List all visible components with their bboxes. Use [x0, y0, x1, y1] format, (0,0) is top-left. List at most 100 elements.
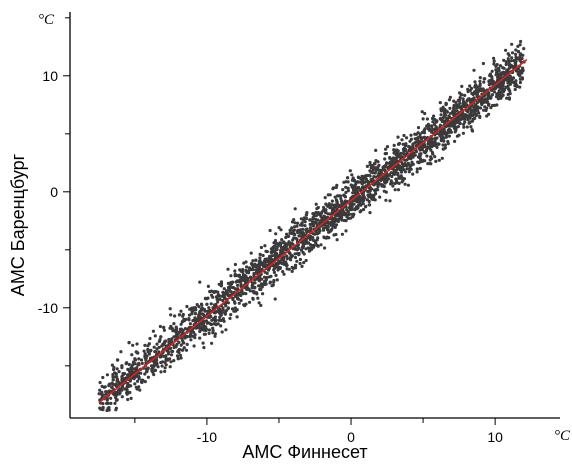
scatter-point [505, 96, 509, 100]
scatter-point [426, 162, 430, 166]
scatter-point [420, 110, 424, 114]
scatter-point [342, 193, 346, 197]
scatter-point [438, 117, 443, 121]
scatter-point [261, 263, 265, 267]
scatter-point [127, 391, 131, 395]
scatter-point [495, 70, 499, 74]
scatter-point [498, 64, 503, 68]
scatter-point [483, 77, 487, 81]
scatter-point [409, 155, 414, 159]
scatter-point [267, 268, 271, 272]
scatter-point [118, 387, 123, 391]
scatter-point [269, 250, 273, 254]
scatter-point [405, 164, 409, 168]
scatter-point [258, 277, 262, 281]
scatter-point [265, 275, 270, 279]
scatter-point [245, 270, 249, 274]
y-tick-label: 0 [50, 184, 58, 200]
scatter-point [299, 248, 303, 252]
scatter-point [462, 125, 466, 129]
scatter-point [228, 316, 232, 320]
scatter-point [395, 159, 399, 163]
scatter-point [522, 47, 526, 51]
scatter-point [472, 96, 476, 100]
scatter-point [441, 132, 445, 136]
scatter-point [141, 378, 145, 382]
scatter-point [466, 108, 470, 113]
scatter-point [500, 90, 504, 94]
y-axis-unit-label: °C [38, 12, 55, 28]
scatter-point [250, 286, 254, 290]
scatter-point [169, 324, 173, 329]
scatter-point [151, 329, 155, 333]
scatter-point [438, 133, 442, 138]
scatter-point [293, 207, 297, 211]
scatter-point [228, 285, 232, 289]
scatter-point [315, 243, 319, 247]
scatter-point [219, 313, 223, 317]
scatter-point [322, 208, 326, 212]
scatter-point [418, 166, 422, 171]
scatter-point [374, 148, 378, 152]
scatter-point [149, 364, 154, 368]
scatter-point [143, 380, 147, 384]
scatter-point [514, 55, 518, 60]
scatter-point [329, 228, 333, 232]
scatter-point [134, 350, 138, 354]
scatter-point [325, 204, 329, 208]
scatter-point [330, 203, 334, 207]
scatter-point [389, 163, 394, 167]
scatter-point [185, 304, 189, 309]
scatter-point [293, 221, 297, 225]
scatter-point [110, 385, 114, 389]
scatter-point [329, 221, 334, 225]
scatter-point [237, 273, 241, 277]
scatter-point [233, 262, 237, 267]
scatter-point [341, 208, 345, 212]
scatter-point [298, 257, 302, 262]
scatter-point [214, 323, 218, 327]
scatter-point [360, 180, 364, 184]
plot-area [97, 39, 526, 413]
scatter-point [320, 216, 324, 221]
scatter-point [162, 325, 166, 330]
scatter-point [294, 236, 298, 240]
scatter-point [188, 307, 192, 311]
scatter-point [411, 172, 415, 176]
scatter-point [449, 124, 453, 128]
scatter-point [125, 384, 130, 388]
scatter-point [422, 135, 427, 139]
scatter-point [130, 365, 134, 369]
scatter-point [120, 395, 124, 399]
scatter-point [264, 279, 268, 283]
scatter-point [103, 385, 107, 389]
scatter-point [288, 256, 292, 260]
scatter-point [279, 248, 283, 252]
scatter-point [495, 63, 499, 67]
scatter-point [376, 183, 380, 187]
scatter-point [117, 370, 121, 374]
scatter-point [429, 162, 433, 166]
scatter-point [211, 326, 215, 330]
scatter-point [309, 226, 313, 230]
scatter-point [265, 271, 269, 275]
scatter-point [497, 66, 501, 70]
scatter-point [353, 208, 357, 212]
scatter-point [209, 322, 213, 327]
scatter-point [401, 142, 405, 146]
scatter-point [343, 199, 347, 203]
y-tick-label: -10 [38, 300, 58, 316]
scatter-point [415, 170, 419, 174]
scatter-point [501, 93, 505, 97]
scatter-point [230, 307, 235, 311]
scatter-point [332, 207, 336, 211]
scatter-point [315, 232, 319, 236]
scatter-point [302, 261, 306, 265]
scatter-point [452, 110, 456, 114]
scatter-point [207, 306, 211, 310]
scatter-point [443, 143, 447, 147]
scatter-point [121, 372, 125, 376]
scatter-point [306, 241, 311, 245]
scatter-point [353, 198, 358, 202]
scatter-point [170, 349, 174, 354]
